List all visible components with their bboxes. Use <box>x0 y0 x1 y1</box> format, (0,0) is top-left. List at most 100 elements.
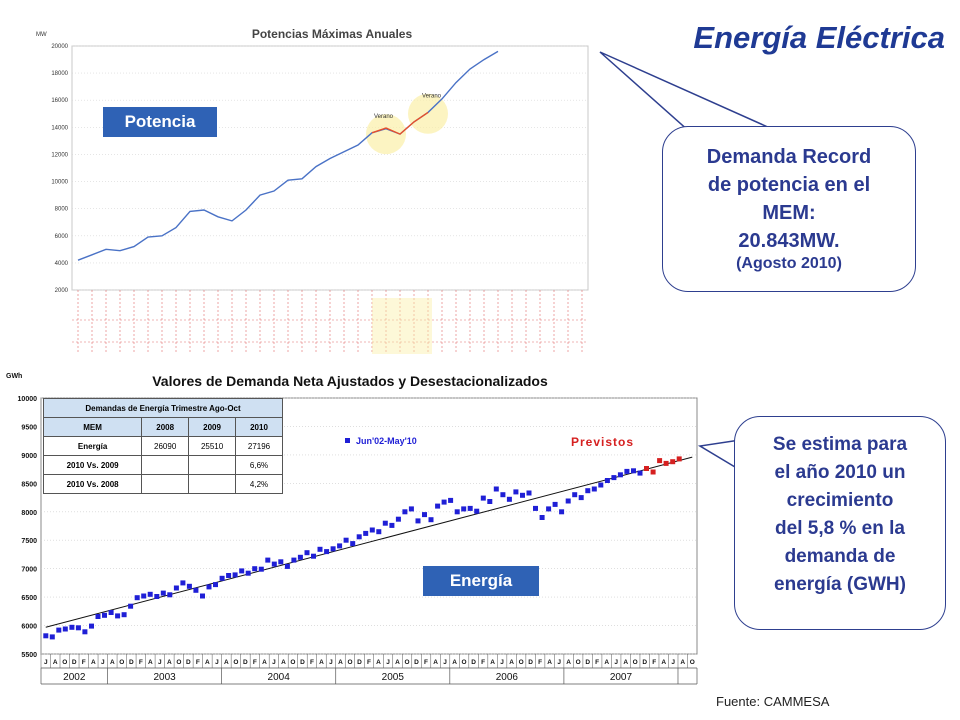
bottom-month-label: F <box>310 659 314 666</box>
bottom-data-point <box>415 518 421 524</box>
bottom-data-point <box>82 629 88 635</box>
bottom-month-label: O <box>462 659 467 666</box>
callout-line: demanda de <box>784 546 896 567</box>
bottom-data-point <box>115 613 121 619</box>
bottom-data-point <box>546 506 552 512</box>
bottom-month-label: J <box>557 659 561 666</box>
bottom-month-label: D <box>585 659 590 666</box>
bottom-month-label: O <box>404 659 409 666</box>
top-y-tick-label: 8000 <box>55 207 69 213</box>
bottom-month-label: A <box>148 659 153 666</box>
callout-line: 20.843MW. <box>738 230 840 252</box>
bottom-month-label: J <box>386 659 390 666</box>
legend-marker <box>345 438 350 443</box>
bottom-data-point <box>604 478 610 483</box>
top-y-tick-label: 20000 <box>51 44 68 50</box>
bottom-data-point <box>297 554 303 560</box>
bottom-data-point <box>180 580 186 586</box>
bottom-month-label: A <box>623 659 628 666</box>
bottom-month-label: J <box>671 659 675 666</box>
bottom-data-point <box>506 496 512 502</box>
bottom-data-point <box>160 590 166 596</box>
top-chart-ylabel: MW <box>36 32 47 38</box>
bottom-month-label: O <box>347 659 352 666</box>
bottom-data-point <box>226 573 232 578</box>
bottom-y-tick-label: 9000 <box>21 453 37 460</box>
bottom-data-point <box>324 549 330 555</box>
bottom-data-point <box>493 486 499 492</box>
top-y-tick-label: 18000 <box>51 71 68 77</box>
bottom-month-label: O <box>176 659 181 666</box>
bottom-month-label: D <box>471 659 476 666</box>
bottom-month-label: O <box>62 659 67 666</box>
bottom-month-label: A <box>281 659 286 666</box>
bottom-month-label: J <box>215 659 219 666</box>
top-y-tick-label: 4000 <box>55 261 69 267</box>
bottom-data-point <box>526 490 532 496</box>
bottom-data-point <box>382 520 388 526</box>
bottom-data-point <box>520 492 525 498</box>
bottom-year-label: 2005 <box>382 672 405 683</box>
bottom-month-label: D <box>642 659 647 666</box>
bottom-month-label: F <box>367 659 371 666</box>
bottom-data-point <box>69 624 75 630</box>
bottom-data-point <box>193 587 199 593</box>
bottom-data-point <box>213 582 218 588</box>
top-y-tick-label: 2000 <box>55 288 69 294</box>
bottom-month-label: J <box>101 659 105 666</box>
bottom-data-point <box>611 475 617 481</box>
bottom-y-tick-label: 6500 <box>21 595 37 602</box>
energy-table-header: 2009 <box>188 417 237 437</box>
bottom-month-label: A <box>509 659 514 666</box>
bottom-chart-title: Valores de Demanda Neta Ajustados y Dese… <box>152 373 548 389</box>
bottom-data-point <box>389 522 395 528</box>
callout-line: crecimiento <box>786 490 894 511</box>
top-chart-panel: Potencias Máximas Anuales MW 2000 4000 6000 8… <box>36 27 589 354</box>
legend-label: Jun'02-May'10 <box>356 436 417 446</box>
verano-highlight <box>408 93 448 134</box>
energy-table-header: 2010 <box>235 417 283 437</box>
bottom-month-label: D <box>357 659 362 666</box>
bottom-data-point <box>585 488 591 494</box>
verano-annotation: Verano <box>422 94 442 100</box>
bottom-year-label: 2006 <box>496 672 519 683</box>
top-y-tick-label: 12000 <box>51 152 68 158</box>
bottom-data-point <box>330 546 336 552</box>
bottom-data-point <box>559 509 565 515</box>
bottom-data-point <box>167 592 173 598</box>
bottom-y-tick-label: 8500 <box>21 481 37 488</box>
bottom-data-point <box>186 583 192 589</box>
bottom-data-point <box>448 497 454 503</box>
bottom-data-point <box>670 459 676 465</box>
bottom-month-label: A <box>167 659 172 666</box>
bottom-data-point <box>121 612 127 618</box>
bottom-data-point <box>337 543 343 549</box>
bottom-chart-panel: Valores de Demanda Neta Ajustados y Dese… <box>6 373 698 685</box>
top-series-line <box>371 111 429 135</box>
bottom-data-point <box>552 501 558 507</box>
bottom-month-label: J <box>614 659 618 666</box>
bottom-data-point <box>631 468 636 474</box>
bottom-y-tick-label: 10000 <box>18 396 38 403</box>
bottom-data-point <box>95 614 101 619</box>
bottom-data-point <box>533 505 538 511</box>
bottom-data-point <box>565 498 571 504</box>
bottom-month-label: A <box>319 659 324 666</box>
bottom-month-label: D <box>129 659 134 666</box>
bottom-month-label: O <box>690 659 695 666</box>
bottom-data-point <box>402 509 408 515</box>
bottom-month-label: O <box>119 659 124 666</box>
callout-line: energía (GWH) <box>774 574 906 595</box>
callout-line: de potencia en el <box>707 174 871 196</box>
bottom-y-tick-label: 7500 <box>21 538 37 545</box>
bottom-month-label: O <box>233 659 238 666</box>
bottom-data-point <box>304 550 310 556</box>
growth-estimate-callout: Se estima para el año 2010 un crecimient… <box>734 416 946 630</box>
verano-highlight-band <box>372 298 432 354</box>
bottom-data-point <box>258 566 264 572</box>
bottom-month-label: J <box>500 659 504 666</box>
bottom-month-label: F <box>424 659 428 666</box>
bottom-month-label: O <box>633 659 638 666</box>
bottom-data-point <box>474 508 480 514</box>
